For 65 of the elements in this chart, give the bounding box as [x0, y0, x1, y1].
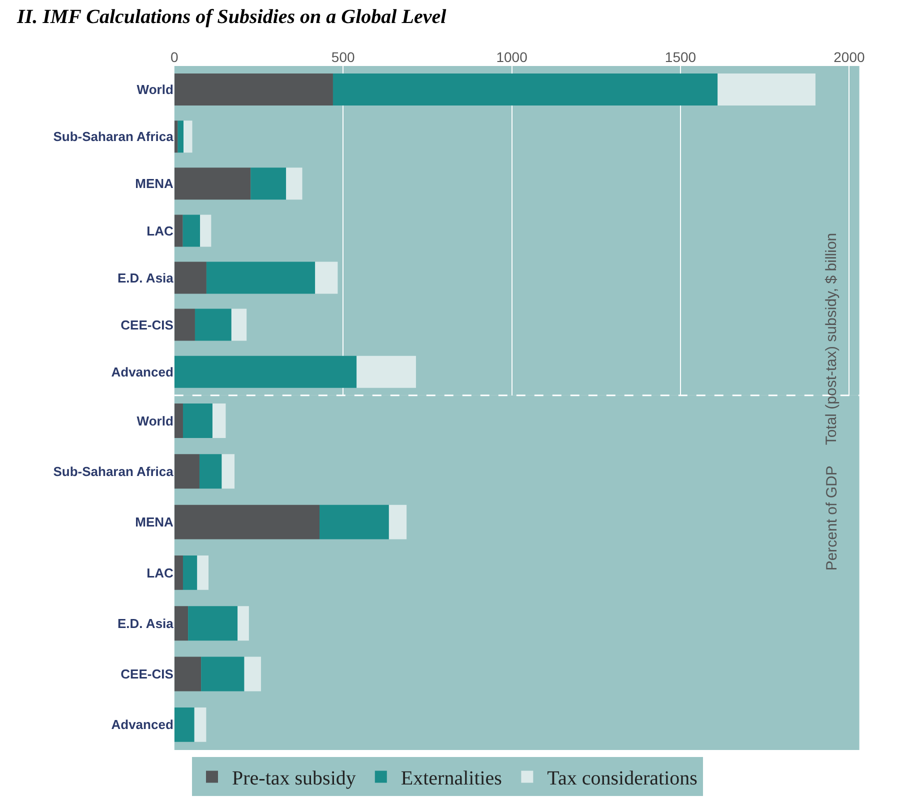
bar [194, 707, 206, 742]
bar [332, 74, 718, 106]
bar [174, 74, 333, 106]
y-tick-label: CEE-CIS [120, 666, 174, 682]
x-tick-label: 2000 [834, 49, 865, 66]
bar [199, 454, 222, 489]
bar [174, 606, 188, 641]
bar [320, 504, 389, 540]
bar [174, 555, 183, 590]
bar [244, 656, 261, 692]
y-tick-label: E.D. Asia [118, 616, 174, 631]
y-axis-title: Percent of GDP [823, 466, 840, 571]
x-tick-label: 1500 [664, 49, 696, 66]
bar [174, 656, 202, 692]
y-tick-label: World [136, 413, 174, 428]
bar [182, 555, 198, 590]
bar [388, 504, 407, 540]
y-tick-label: E.D. Asia [118, 270, 174, 286]
bar [201, 656, 244, 692]
x-tick-label: 500 [331, 49, 355, 66]
bar [286, 168, 302, 200]
y-tick-label: Advanced [111, 364, 174, 380]
bar [178, 120, 184, 153]
y-tick-label: Sub-Saharan Africa [53, 464, 174, 479]
y-tick-label: MENA [135, 176, 174, 192]
x-tick-label: 0 [170, 49, 178, 66]
bar [182, 214, 200, 247]
bar [174, 504, 320, 540]
y-tick-label: World [136, 82, 174, 98]
bar [174, 120, 178, 153]
bar [212, 404, 226, 438]
bar [231, 308, 247, 341]
bar [174, 262, 206, 294]
legend-label: Tax considerations [547, 768, 698, 790]
bar [194, 308, 232, 341]
bar [200, 214, 212, 247]
bar [184, 120, 192, 153]
bar [182, 404, 212, 438]
bar [222, 454, 235, 489]
y-tick-label: CEE-CIS [120, 317, 174, 332]
bar [174, 454, 200, 489]
y-tick-label: Advanced [111, 717, 174, 732]
bar [197, 555, 209, 590]
bar [174, 707, 194, 742]
y-tick-label: LAC [146, 565, 174, 580]
chart-title: II. IMF Calculations of Subsidies on a Global Level [16, 6, 447, 28]
bar [174, 214, 183, 247]
bar [188, 606, 238, 641]
bar [356, 356, 416, 388]
y-tick-label: Sub-Saharan Africa [53, 129, 174, 144]
bar [250, 168, 286, 200]
bar [174, 308, 195, 341]
y-tick-label: LAC [146, 223, 174, 238]
x-tick-label: 1000 [496, 49, 528, 66]
bar [174, 356, 357, 388]
y-axis-title: Total (post-tax) subsidy, $ billion [822, 232, 840, 446]
legend-label: Pre-tax subsidy [232, 768, 356, 790]
bar [206, 262, 316, 294]
y-tick-label: MENA [135, 514, 174, 530]
bar [174, 404, 183, 438]
bar [238, 606, 249, 641]
legend-label: Externalities [400, 768, 502, 790]
bar [718, 74, 816, 106]
bar [174, 168, 251, 200]
bar [315, 262, 338, 294]
